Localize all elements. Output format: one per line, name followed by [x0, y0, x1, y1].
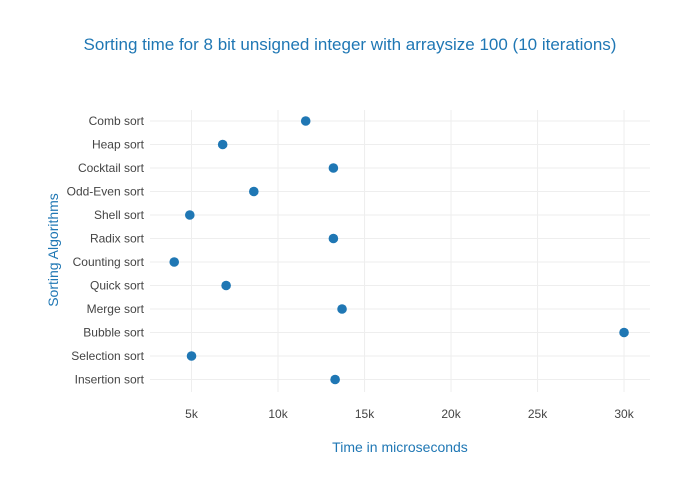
x-tick-label: 30k	[614, 407, 634, 421]
y-tick-labels: Comb sort Heap sort Cocktail sort Odd-Even …	[67, 114, 145, 387]
y-tick-label: Selection sort	[71, 349, 144, 363]
data-point	[328, 163, 339, 173]
points-layer	[169, 116, 629, 385]
y-tick-label: Comb sort	[89, 114, 145, 128]
x-axis-title: Time in microseconds	[332, 439, 468, 455]
data-point	[337, 304, 347, 314]
y-axis-title: Sorting Algorithms	[45, 193, 61, 307]
y-tick-label: Odd-Even sort	[67, 185, 145, 199]
y-tick-label: Heap sort	[92, 138, 145, 152]
grid-layer	[150, 110, 650, 392]
x-tick-label: 10k	[268, 407, 288, 421]
data-point	[184, 210, 195, 220]
x-tick-label: 5k	[185, 407, 199, 421]
y-tick-label: Insertion sort	[75, 373, 145, 387]
data-point	[169, 257, 180, 267]
data-point	[221, 280, 231, 291]
y-tick-label: Radix sort	[90, 232, 145, 246]
y-tick-label: Bubble sort	[83, 326, 144, 340]
data-point	[249, 186, 259, 197]
data-point	[217, 139, 228, 150]
chart-title: Sorting time for 8 bit unsigned integer …	[84, 35, 617, 54]
data-point	[330, 374, 340, 385]
y-tick-label: Quick sort	[90, 279, 145, 293]
y-tick-label: Merge sort	[87, 302, 145, 316]
y-tick-label: Counting sort	[73, 255, 145, 269]
data-point	[300, 116, 311, 126]
x-tick-label: 15k	[355, 407, 375, 421]
data-point	[328, 233, 339, 244]
y-tick-label: Cocktail sort	[78, 161, 145, 175]
data-point	[186, 351, 197, 361]
x-tick-label: 25k	[528, 407, 548, 421]
x-tick-label: 20k	[441, 407, 461, 421]
y-tick-label: Shell sort	[94, 208, 145, 222]
data-point	[619, 327, 629, 338]
x-tick-labels: 5k 10k 15k 20k 25k 30k	[185, 407, 635, 421]
